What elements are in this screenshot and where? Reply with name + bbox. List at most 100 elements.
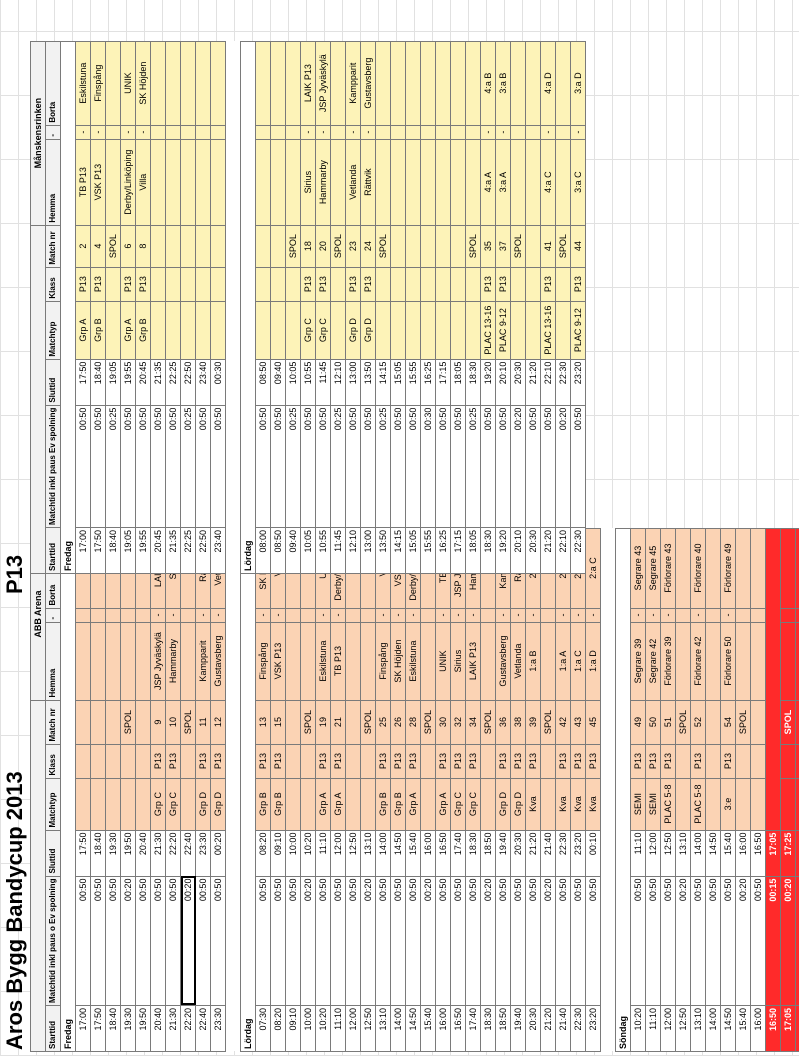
cell[interactable]: 15:05 <box>390 359 406 406</box>
cell[interactable]: TB P13 <box>75 139 91 226</box>
cell[interactable] <box>435 225 451 268</box>
cell[interactable]: 00:50 <box>435 405 451 528</box>
cell[interactable]: Förlorare 40 <box>690 528 706 609</box>
cell[interactable]: 16:00 <box>435 1005 451 1052</box>
cell[interactable]: 00:50 <box>570 876 586 1006</box>
cell[interactable]: Grp B <box>375 778 391 831</box>
cell[interactable]: 00:50 <box>570 405 586 528</box>
cell[interactable] <box>750 778 766 831</box>
cell[interactable]: 00:20 <box>555 405 571 528</box>
cell[interactable] <box>285 139 301 226</box>
cell[interactable] <box>390 41 406 126</box>
cell[interactable] <box>405 125 421 140</box>
cell[interactable] <box>510 267 526 302</box>
cell[interactable] <box>780 608 796 623</box>
cell[interactable] <box>105 139 121 226</box>
cell[interactable]: Grp C <box>315 301 331 360</box>
cell[interactable] <box>105 301 121 360</box>
cell[interactable] <box>780 744 796 779</box>
cell[interactable]: Villa <box>135 139 151 226</box>
cell[interactable] <box>525 125 541 140</box>
cell[interactable]: - <box>510 608 526 623</box>
cell[interactable] <box>750 622 766 701</box>
cell[interactable] <box>510 125 526 140</box>
cell[interactable]: 00:50 <box>90 405 106 528</box>
cell[interactable] <box>780 778 796 831</box>
cell[interactable] <box>75 622 91 701</box>
cell[interactable]: 00:50 <box>390 876 406 1006</box>
cell[interactable]: 00:20 <box>675 876 691 1006</box>
cell[interactable]: 21:20 <box>540 527 556 574</box>
cell[interactable] <box>510 41 526 126</box>
cell[interactable]: 00:50 <box>585 876 601 1006</box>
cell[interactable]: 12:50 <box>660 830 676 877</box>
cell[interactable]: 19 <box>315 700 331 745</box>
cell[interactable]: 18:40 <box>90 359 106 406</box>
cell[interactable]: Segrare 42 <box>645 622 661 701</box>
cell[interactable]: P13 <box>150 744 166 779</box>
cell[interactable]: Grp C <box>450 778 466 831</box>
cell[interactable] <box>105 622 121 701</box>
cell[interactable]: - <box>690 608 706 623</box>
cell[interactable] <box>465 267 481 302</box>
cell[interactable]: Grp C <box>150 778 166 831</box>
cell[interactable] <box>390 125 406 140</box>
cell[interactable]: 11:10 <box>315 830 331 877</box>
cell[interactable]: 51 <box>660 700 676 745</box>
cell[interactable]: 23:20 <box>585 1005 601 1052</box>
cell[interactable]: PLAC 13-16 <box>480 301 496 360</box>
cell[interactable] <box>675 778 691 831</box>
cell[interactable]: 54 <box>720 700 736 745</box>
cell[interactable]: 19:55 <box>135 527 151 574</box>
cell[interactable] <box>105 608 121 623</box>
cell[interactable]: Grp B <box>135 301 151 360</box>
cell[interactable]: 18:30 <box>480 1005 496 1052</box>
cell[interactable]: Förlorare 43 <box>660 528 676 609</box>
cell[interactable] <box>195 139 211 226</box>
cell[interactable]: 00:50 <box>705 876 721 1006</box>
cell[interactable]: 21:35 <box>150 359 166 406</box>
cell[interactable]: 17:15 <box>450 527 466 574</box>
cell[interactable]: 00:50 <box>525 876 541 1006</box>
cell[interactable]: 00:50 <box>495 876 511 1006</box>
cell[interactable]: 00:50 <box>630 876 646 1006</box>
cell[interactable]: 00:25 <box>330 405 346 528</box>
cell[interactable]: 18:05 <box>465 527 481 574</box>
cell[interactable]: 12:00 <box>660 1005 676 1052</box>
cell[interactable]: SEMI <box>630 778 646 831</box>
cell[interactable]: 20:40 <box>150 1005 166 1052</box>
cell[interactable]: 10:00 <box>285 830 301 877</box>
cell[interactable]: 17:15 <box>435 359 451 406</box>
cell[interactable]: Förlorare 42 <box>690 622 706 701</box>
cell[interactable]: P13 <box>405 744 421 779</box>
cell[interactable] <box>510 139 526 226</box>
cell[interactable]: - <box>165 608 181 623</box>
cell[interactable] <box>435 41 451 126</box>
cell[interactable]: SPOL <box>540 700 556 745</box>
cell[interactable]: 00:20 <box>210 830 226 877</box>
cell[interactable]: 16:50 <box>765 1005 781 1052</box>
cell[interactable] <box>255 301 271 360</box>
cell[interactable] <box>450 267 466 302</box>
cell[interactable] <box>420 744 436 779</box>
cell[interactable]: 4:a C <box>540 139 556 226</box>
cell[interactable] <box>210 139 226 226</box>
cell[interactable]: P13 <box>300 267 316 302</box>
cell[interactable]: 00:50 <box>255 876 271 1006</box>
cell[interactable] <box>435 125 451 140</box>
cell[interactable]: VSK P13 <box>270 622 286 701</box>
cell[interactable] <box>300 744 316 779</box>
cell[interactable] <box>405 301 421 360</box>
cell[interactable]: 00:50 <box>195 405 211 528</box>
cell[interactable]: Grp B <box>90 301 106 360</box>
cell[interactable]: - <box>570 608 586 623</box>
cell[interactable]: 19:50 <box>135 1005 151 1052</box>
cell[interactable] <box>285 622 301 701</box>
cell[interactable]: PLAC 9-12 <box>495 301 511 360</box>
cell[interactable] <box>180 301 196 360</box>
cell[interactable]: 3:a A <box>495 139 511 226</box>
cell[interactable]: 20:40 <box>135 830 151 877</box>
cell[interactable]: 4:a B <box>480 41 496 126</box>
cell[interactable]: Segrare 39 <box>630 622 646 701</box>
cell[interactable]: 00:50 <box>150 405 166 528</box>
